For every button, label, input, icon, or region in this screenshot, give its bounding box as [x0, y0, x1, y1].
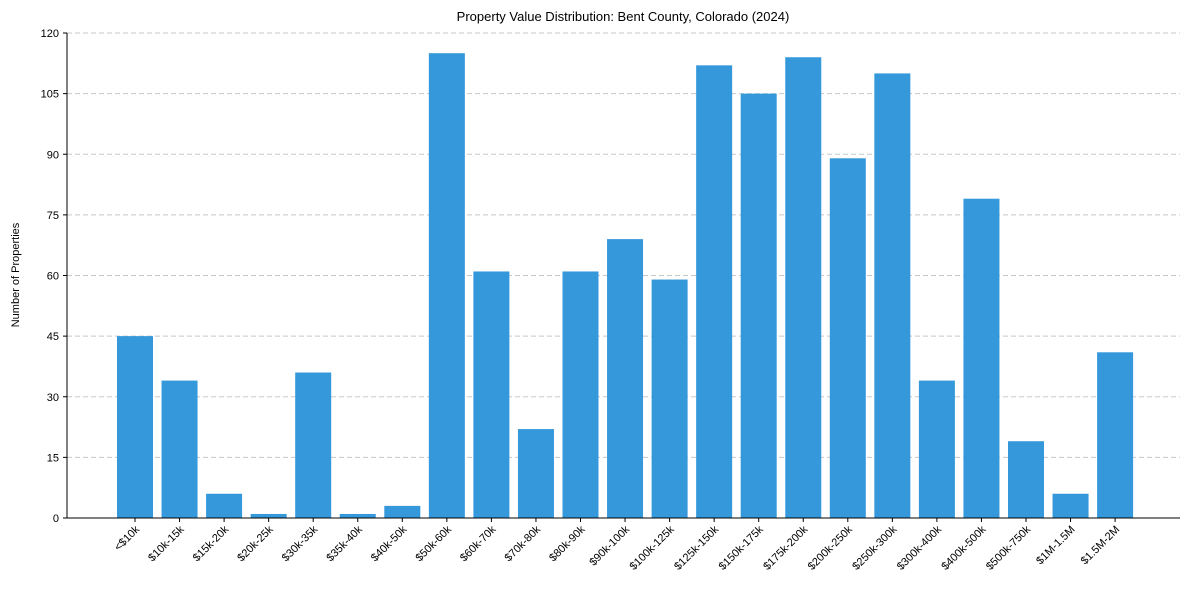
bar [651, 279, 688, 518]
bar [206, 493, 243, 518]
x-axis-ticks: <$10k $10k-15k $15k-20k $20k-25k $30k-35k $35… [112, 518, 1122, 573]
y-tick-label: 0 [53, 513, 59, 525]
bar [1052, 493, 1089, 518]
bars [117, 53, 1134, 519]
bar [384, 505, 421, 518]
bar [963, 198, 1000, 519]
x-tick-label: $400k-500k [939, 523, 988, 572]
bar [829, 158, 866, 518]
bar [696, 65, 733, 518]
x-tick-label: $60k-70k [458, 523, 499, 564]
bar [339, 513, 376, 518]
x-tick-label: $300k-400k [895, 523, 944, 572]
bar [473, 271, 510, 518]
bar [250, 513, 287, 518]
bar [785, 57, 822, 518]
bar [517, 429, 554, 518]
x-tick-label: $40k-50k [369, 523, 410, 564]
y-tick-label: 45 [47, 331, 59, 343]
y-tick-label: 60 [47, 271, 59, 283]
bar [918, 380, 955, 518]
x-tick-label: $35k-40k [324, 523, 365, 564]
x-tick-label: $1.5M-2M [1079, 524, 1123, 568]
x-tick-label: $200k-250k [806, 523, 855, 572]
bar [740, 93, 777, 518]
x-tick-label: $20k-25k [235, 523, 276, 564]
bar [1008, 441, 1044, 518]
y-tick-label: 105 [41, 89, 59, 101]
y-tick-label: 30 [47, 392, 59, 404]
bar [428, 53, 465, 518]
x-tick-label: $150k-175k [717, 523, 766, 572]
y-tick-label: 90 [47, 149, 59, 161]
x-tick-label: <$10k [112, 523, 142, 553]
x-tick-label: $80k-90k [547, 523, 588, 564]
x-tick-label: $10k-15k [146, 523, 187, 564]
bar [562, 271, 599, 518]
chart-title: Property Value Distribution: Bent County… [457, 9, 790, 24]
bar [607, 239, 644, 518]
y-axis-label: Number of Properties [10, 222, 22, 327]
bar [295, 372, 332, 518]
y-axis-ticks: 0 15 30 45 60 75 90 105 120 [41, 28, 67, 525]
x-tick-label: $175k-200k [761, 523, 810, 572]
bar [161, 380, 198, 518]
bar [1097, 352, 1134, 518]
x-tick-label: $1M-1.5M [1034, 524, 1078, 568]
y-tick-label: 120 [41, 28, 59, 40]
x-tick-label: $125k-150k [672, 523, 721, 572]
x-tick-label: $50k-60k [413, 523, 454, 564]
x-tick-label: $100k-125k [628, 523, 677, 572]
y-tick-label: 15 [47, 452, 59, 464]
x-tick-label: $500k-750k [984, 523, 1033, 572]
x-tick-label: $90k-100k [587, 523, 632, 568]
bar [117, 336, 153, 518]
x-tick-label: $30k-35k [280, 523, 321, 564]
x-tick-label: $70k-80k [503, 523, 544, 564]
bar [874, 73, 911, 519]
x-tick-label: $250k-300k [850, 523, 899, 572]
x-tick-label: $15k-20k [191, 523, 232, 564]
y-tick-label: 75 [47, 210, 59, 222]
